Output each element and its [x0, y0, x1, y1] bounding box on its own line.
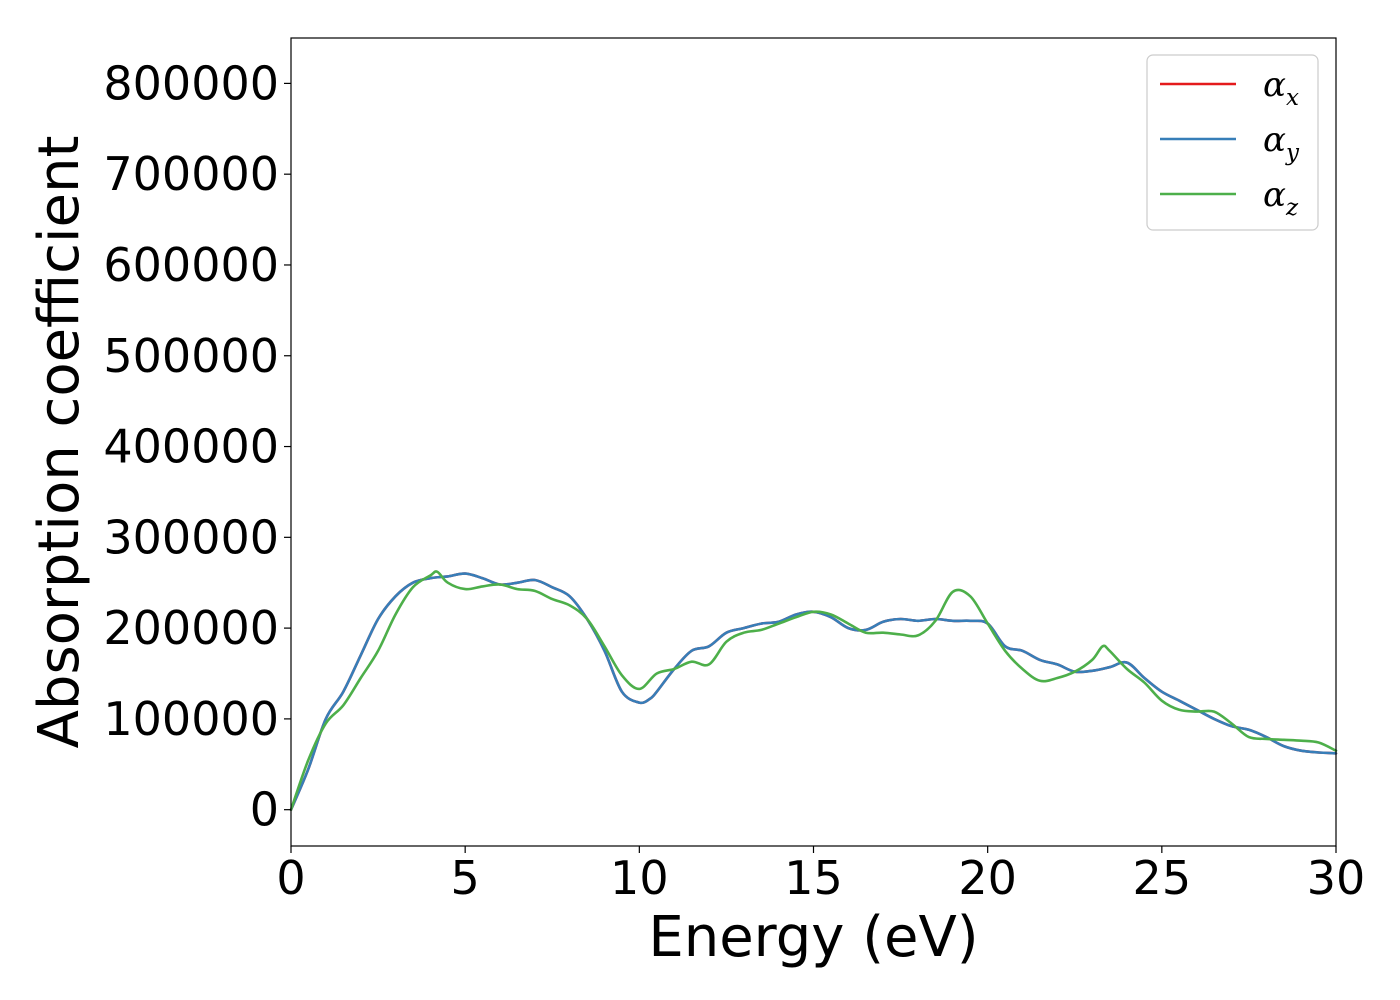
series-lines: [289, 570, 1338, 811]
y-axis-label: Absorption coefficient: [27, 136, 92, 749]
y-tick-label: 100000: [103, 692, 279, 746]
x-tick-label: 5: [451, 851, 480, 905]
series-line-z: [289, 570, 1338, 811]
series-line-x: [289, 572, 1338, 811]
legend-label-y: αy: [1263, 120, 1300, 166]
y-tick-label: 300000: [103, 510, 279, 564]
x-axis-label: Energy (eV): [648, 905, 978, 970]
y-tick-label: 400000: [103, 420, 279, 474]
series-line-y: [289, 572, 1338, 811]
x-tick-label: 10: [610, 851, 669, 905]
legend-label-x: αx: [1263, 65, 1299, 111]
axis-ticks: 0 5 10 15 20 25 30 0 100000 200000 300000 400000 500…: [103, 56, 1365, 905]
legend: αx αy αz: [1146, 54, 1319, 231]
y-tick-label: 800000: [103, 56, 279, 110]
y-tick-label: 0: [250, 783, 279, 837]
legend-box: [1146, 54, 1319, 231]
y-tick-label: 700000: [103, 147, 279, 201]
x-tick-label: 15: [784, 851, 843, 905]
legend-label-z: αz: [1263, 175, 1299, 221]
y-tick-label: 600000: [103, 238, 279, 292]
y-tick-label: 200000: [103, 601, 279, 655]
y-tick-label: 500000: [103, 329, 279, 383]
x-tick-label: 30: [1307, 851, 1366, 905]
x-tick-label: 0: [276, 851, 305, 905]
x-tick-label: 25: [1133, 851, 1192, 905]
x-tick-label: 20: [958, 851, 1017, 905]
